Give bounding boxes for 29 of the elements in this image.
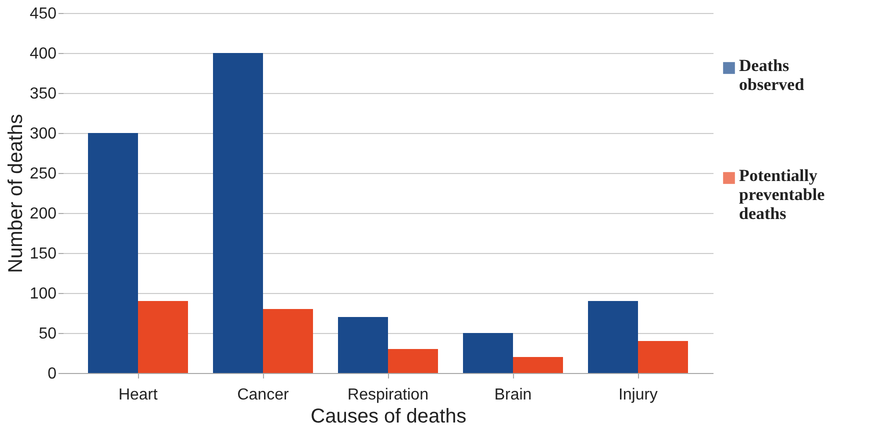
bar	[263, 309, 313, 373]
x-tick-label: Cancer	[237, 386, 290, 404]
y-tick-label: 100	[30, 286, 57, 302]
bar	[513, 357, 563, 373]
legend-label: Deaths observed	[739, 56, 805, 94]
y-tick-label: 250	[30, 166, 57, 182]
bar	[138, 301, 188, 373]
bar	[88, 133, 138, 373]
bar	[588, 301, 638, 373]
x-axis-title: Causes of deaths	[310, 406, 466, 428]
bar	[638, 341, 688, 373]
y-tick-label: 400	[30, 46, 57, 62]
bar	[338, 317, 388, 373]
y-axis-title: Number of deaths	[4, 114, 27, 273]
y-tick-label: 300	[30, 126, 57, 142]
x-tick-label: Respiration	[348, 386, 428, 404]
y-tick-label: 350	[30, 86, 57, 102]
bar	[388, 349, 438, 373]
y-tick-label: 450	[30, 6, 57, 22]
y-tick-label: 200	[30, 206, 57, 222]
y-tick-label: 50	[38, 326, 57, 342]
x-tick-label: Injury	[618, 386, 658, 404]
legend-label: Potentially preventable deaths	[739, 166, 826, 223]
x-tick-label: Brain	[494, 386, 532, 404]
bar	[213, 53, 263, 373]
y-tick-label: 0	[48, 366, 57, 382]
bar	[463, 333, 513, 373]
y-tick-label: 150	[30, 246, 57, 262]
x-tick-label: Heart	[118, 386, 158, 404]
